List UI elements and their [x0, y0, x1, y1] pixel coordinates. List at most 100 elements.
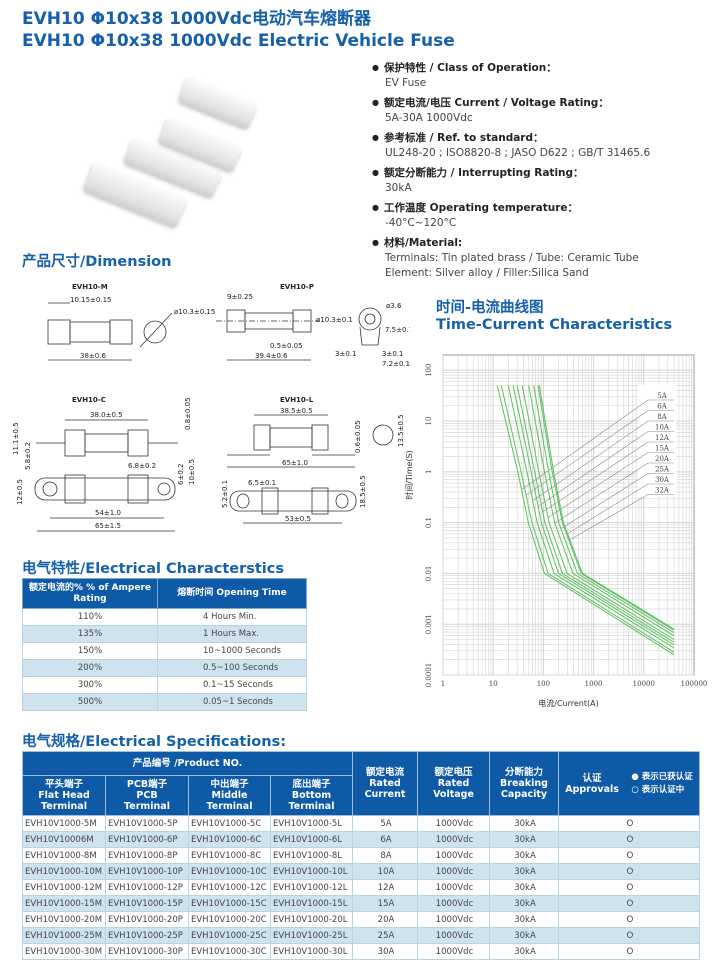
col-ampere-rating: 额定电流的% % of Ampere Rating [22, 578, 158, 609]
legend-label: 25A [655, 466, 670, 474]
specs-list: 保护特性 / Class of Operation：EV Fuse 额定电流/电压… [372, 60, 712, 285]
breaking-capacity: 30kA [489, 911, 559, 928]
rated-current: 6A [352, 831, 418, 848]
svg-text:6.8±0.2: 6.8±0.2 [128, 462, 156, 470]
middle-part: EVH10V1000-30C [188, 943, 271, 960]
spec-value: EV Fuse [385, 77, 427, 89]
svg-text:54±1.0: 54±1.0 [95, 509, 121, 517]
curve-20A [528, 385, 675, 637]
pcb-part: EVH10V1000-5P [105, 815, 189, 832]
electrical-heading: 电气特性/Electrical Characterstics [22, 561, 285, 577]
x-tick-label: 10 [489, 680, 498, 688]
spec-label: 工作温度 Operating temperature： [372, 200, 712, 216]
col-rated-voltage: 额定电压 Rated Voltage [417, 751, 490, 816]
curve-15A [521, 385, 675, 640]
table-row: EVH10V1000-20M EVH10V1000-20P EVH10V1000-2… [22, 911, 700, 928]
flat-head-part: EVH10V1000-8M [22, 847, 106, 864]
spec-item: 保护特性 / Class of Operation：EV Fuse [372, 60, 712, 91]
table-row: EVH10V10006M EVH10V1000-6P EVH10V1000-6C EV… [22, 831, 700, 848]
middle-part: EVH10V1000-12C [188, 879, 271, 896]
leader-line [566, 483, 674, 535]
approval-status: O [558, 879, 700, 896]
approval-status: O [558, 943, 700, 960]
drawing-evh10-m: EVH10-M 10.15±0.15 38±0.6 ø10.3±0.15 [47, 283, 215, 361]
legend-pending: ○ 表示认证中 [631, 784, 685, 795]
table-row: 110% 4 Hours Min. [22, 608, 307, 626]
y-tick-label: 10 [425, 417, 433, 426]
flat-head-part: EVH10V1000-5M [22, 815, 106, 832]
breaking-capacity: 30kA [489, 895, 559, 912]
specifications-table: 产品编号 /Product NO. 额定电流 Rated Current 额定电… [22, 751, 700, 960]
curve-5A [496, 385, 675, 656]
rated-current: 10A [352, 863, 418, 880]
legend-label: 32A [655, 487, 670, 495]
curve-30A [537, 385, 675, 631]
table-row: EVH10V1000-25M EVH10V1000-25P EVH10V1000-2… [22, 927, 700, 944]
opening-time: 0.5~100 Seconds [157, 659, 307, 677]
col-rated-current: 额定电流 Rated Current [352, 751, 418, 816]
spec-item: 参考标准 / Ref. to standard：UL248-20 ; ISO88… [372, 130, 712, 161]
pcb-part: EVH10V1000-15P [105, 895, 189, 912]
spec-value: 30kA [385, 182, 412, 194]
rated-voltage: 1000Vdc [417, 863, 490, 880]
bottom-part: EVH10V1000-25L [270, 927, 353, 944]
table-row: EVH10V1000-10M EVH10V1000-10P EVH10V1000-1… [22, 863, 700, 880]
curve-6A [500, 385, 675, 653]
chart-title: 时间-电流曲线图 Time-Current Characteristics [436, 300, 672, 334]
svg-text:38±0.6: 38±0.6 [80, 352, 106, 360]
legend-box [638, 385, 676, 497]
pcb-part: EVH10V1000-8P [105, 847, 189, 864]
legend-label: 6A [657, 403, 667, 411]
leader-line [560, 473, 674, 529]
leader-line [554, 462, 674, 524]
y-axis-label: 时间/Time(S) [404, 450, 414, 500]
svg-text:38.5±0.5: 38.5±0.5 [280, 407, 313, 415]
dimension-heading: 产品尺寸/Dimension [22, 254, 172, 270]
bottom-part: EVH10V1000-20L [270, 911, 353, 928]
legend-label: 5A [657, 392, 667, 400]
y-tick-label: 0.1 [425, 517, 433, 528]
pcb-part: EVH10V1000-25P [105, 927, 189, 944]
y-tick-label: 0.001 [425, 614, 433, 634]
bottom-part: EVH10V1000-5L [270, 815, 353, 832]
svg-text:5.2±0.1: 5.2±0.1 [221, 480, 229, 508]
breaking-capacity: 30kA [489, 863, 559, 880]
svg-text:38.0±0.5: 38.0±0.5 [90, 411, 123, 419]
breaking-capacity: 30kA [489, 831, 559, 848]
spec-label: 额定电流/电压 Current / Voltage Rating： [372, 95, 712, 111]
rated-voltage: 1000Vdc [417, 847, 490, 864]
table-row: 135% 1 Hours Max. [22, 625, 307, 643]
opening-time: 10~1000 Seconds [157, 642, 307, 660]
svg-text:12±0.5: 12±0.5 [16, 479, 24, 505]
col-breaking-capacity: 分断能力 Breaking Capacity [489, 751, 559, 816]
bottom-part: EVH10V1000-12L [270, 879, 353, 896]
col-bottom: 底出端子 Bottom Terminal [270, 775, 353, 816]
opening-time: 4 Hours Min. [157, 608, 307, 626]
leader-line [521, 399, 674, 490]
table-row: 150% 10~1000 Seconds [22, 642, 307, 660]
spec-label: 材料/Material: [372, 235, 712, 251]
spec-item: 材料/Material:Terminals: Tin plated brass … [372, 235, 712, 281]
col-approvals: 认证 Approvals ● 表示已获认证 ○ 表示认证中 [558, 751, 700, 816]
spec-label: 保护特性 / Class of Operation： [372, 60, 712, 76]
approval-status: O [558, 895, 700, 912]
approval-status: O [558, 927, 700, 944]
middle-part: EVH10V1000-20C [188, 911, 271, 928]
svg-text:7.5±0.1: 7.5±0.1 [385, 326, 410, 334]
bottom-part: EVH10V1000-15L [270, 895, 353, 912]
leader-line [532, 420, 674, 502]
curve-25A [533, 385, 675, 634]
legend-label: 15A [655, 445, 670, 453]
svg-text:EVH10-P: EVH10-P [280, 283, 314, 291]
pcb-part: EVH10V1000-30P [105, 943, 189, 960]
spec-value: 5A-30A 1000Vdc [385, 112, 473, 124]
rated-voltage: 1000Vdc [417, 895, 490, 912]
rated-voltage: 1000Vdc [417, 911, 490, 928]
dimension-drawings: EVH10-M 10.15±0.15 38±0.6 ø10.3±0.15 EVH… [12, 283, 410, 532]
y-tick-label: 0.01 [425, 566, 433, 582]
middle-part: EVH10V1000-15C [188, 895, 271, 912]
drawing-evh10-p: EVH10-P 9±0.25 ø10.3±0.1 0.5±0.05 39.4±0… [216, 283, 410, 368]
middle-part: EVH10V1000-8C [188, 847, 271, 864]
pcb-part: EVH10V1000-12P [105, 879, 189, 896]
table-row: 200% 0.5~100 Seconds [22, 659, 307, 677]
